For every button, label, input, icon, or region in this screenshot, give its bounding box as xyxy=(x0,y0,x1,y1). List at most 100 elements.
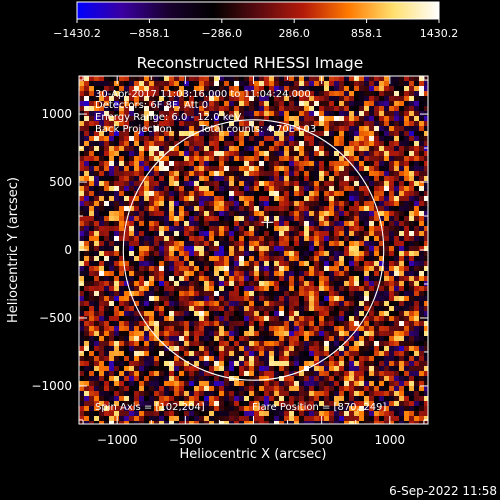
heatmap-cell xyxy=(84,91,89,96)
heatmap-cell xyxy=(89,291,94,296)
heatmap-cell xyxy=(269,351,274,356)
heatmap-cell xyxy=(94,96,99,101)
heatmap-cell xyxy=(254,141,259,146)
heatmap-cell xyxy=(324,206,329,211)
heatmap-cell xyxy=(134,241,139,246)
heatmap-cell xyxy=(409,196,414,201)
heatmap-cell xyxy=(369,166,374,171)
heatmap-cell xyxy=(339,101,344,106)
heatmap-cell xyxy=(284,166,289,171)
heatmap-cell xyxy=(394,171,399,176)
heatmap-cell xyxy=(279,81,284,86)
heatmap-cell xyxy=(229,301,234,306)
heatmap-cell xyxy=(269,91,274,96)
heatmap-cell xyxy=(394,86,399,91)
heatmap-cell xyxy=(309,191,314,196)
heatmap-cell xyxy=(364,146,369,151)
heatmap-cell xyxy=(114,116,119,121)
heatmap-cell xyxy=(89,296,94,301)
heatmap-cell xyxy=(114,171,119,176)
heatmap-cell xyxy=(139,196,144,201)
heatmap-cell xyxy=(139,311,144,316)
heatmap-cell xyxy=(219,241,224,246)
heatmap-cell xyxy=(234,216,239,221)
heatmap-cell xyxy=(389,346,394,351)
heatmap-cell xyxy=(194,91,199,96)
heatmap-cell xyxy=(199,301,204,306)
heatmap-cell xyxy=(304,296,309,301)
heatmap-cell xyxy=(89,346,94,351)
heatmap-cell xyxy=(369,101,374,106)
heatmap-cell xyxy=(199,126,204,131)
heatmap-cell xyxy=(344,306,349,311)
heatmap-cell xyxy=(154,231,159,236)
heatmap-cell xyxy=(364,341,369,346)
heatmap-cell xyxy=(274,256,279,261)
heatmap-cell xyxy=(369,326,374,331)
heatmap-cell xyxy=(224,421,229,424)
heatmap-cell xyxy=(119,411,124,416)
heatmap-cell xyxy=(369,381,374,386)
heatmap-cell xyxy=(354,411,359,416)
heatmap-cell xyxy=(259,101,264,106)
heatmap-cell xyxy=(369,321,374,326)
heatmap-cell xyxy=(414,421,419,424)
heatmap-cell xyxy=(419,286,424,291)
heatmap-cell xyxy=(339,361,344,366)
heatmap-cell xyxy=(314,141,319,146)
heatmap-cell xyxy=(264,116,269,121)
heatmap-cell xyxy=(404,416,409,421)
heatmap-cell xyxy=(144,156,149,161)
heatmap-cell xyxy=(399,376,404,381)
heatmap-cell xyxy=(99,281,104,286)
heatmap-cell xyxy=(154,91,159,96)
heatmap-cell xyxy=(174,386,179,391)
heatmap-cell xyxy=(134,366,139,371)
heatmap-cell xyxy=(274,276,279,281)
heatmap-cell xyxy=(239,301,244,306)
heatmap-cell xyxy=(294,201,299,206)
heatmap-cell xyxy=(224,401,229,406)
heatmap-cell xyxy=(169,121,174,126)
heatmap-cell xyxy=(104,131,109,136)
heatmap-cell xyxy=(289,406,294,411)
heatmap-cell xyxy=(229,296,234,301)
heatmap-cell xyxy=(259,341,264,346)
heatmap-cell xyxy=(344,376,349,381)
heatmap-cell xyxy=(314,296,319,301)
heatmap-cell xyxy=(319,321,324,326)
heatmap-cell xyxy=(309,236,314,241)
heatmap-cell xyxy=(89,76,94,81)
heatmap-cell xyxy=(109,111,114,116)
heatmap-cell xyxy=(119,291,124,296)
heatmap-cell xyxy=(314,191,319,196)
heatmap-cell xyxy=(79,106,84,111)
heatmap-cell xyxy=(344,101,349,106)
y-tick-label: 1000 xyxy=(41,107,72,121)
heatmap-cell xyxy=(159,266,164,271)
heatmap-cell xyxy=(354,361,359,366)
heatmap-cell xyxy=(174,126,179,131)
heatmap-cell xyxy=(149,301,154,306)
heatmap-cell xyxy=(234,91,239,96)
heatmap-cell xyxy=(314,216,319,221)
y-tick-label: 500 xyxy=(49,175,72,189)
heatmap-cell xyxy=(364,211,369,216)
heatmap-cell xyxy=(154,126,159,131)
heatmap-cell xyxy=(339,91,344,96)
heatmap-cell xyxy=(219,421,224,424)
heatmap-cell xyxy=(89,386,94,391)
heatmap-cell xyxy=(259,411,264,416)
heatmap-cell xyxy=(294,141,299,146)
heatmap-cell xyxy=(379,306,384,311)
heatmap-cell xyxy=(254,411,259,416)
heatmap-cell xyxy=(214,331,219,336)
heatmap-cell xyxy=(169,391,174,396)
heatmap-cell xyxy=(379,166,384,171)
heatmap-cell xyxy=(279,321,284,326)
heatmap-cell xyxy=(354,396,359,401)
heatmap-cell xyxy=(179,391,184,396)
heatmap-cell xyxy=(179,331,184,336)
heatmap-cell xyxy=(119,301,124,306)
heatmap-cell xyxy=(174,86,179,91)
